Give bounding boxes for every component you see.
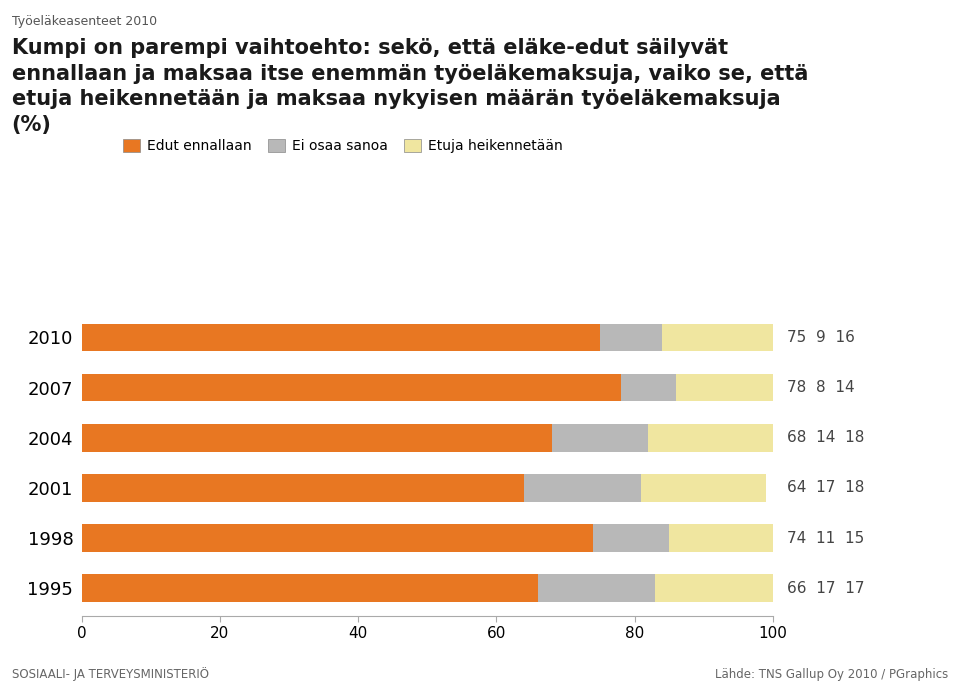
Bar: [82, 424, 552, 452]
Bar: [669, 524, 773, 552]
Bar: [600, 324, 662, 351]
Text: Lähde: TNS Gallup Oy 2010 / PGraphics: Lähde: TNS Gallup Oy 2010 / PGraphics: [715, 667, 948, 681]
Bar: [538, 574, 656, 602]
Bar: [656, 574, 773, 602]
Bar: [82, 574, 538, 602]
Bar: [621, 374, 676, 402]
Bar: [82, 374, 621, 402]
Bar: [82, 524, 593, 552]
Text: SOSIAALI- JA TERVEYSMINISTERIÖ: SOSIAALI- JA TERVEYSMINISTERIÖ: [12, 667, 208, 681]
Bar: [82, 324, 600, 351]
Text: 74  11  15: 74 11 15: [786, 530, 864, 546]
Bar: [676, 374, 773, 402]
Bar: [648, 424, 773, 452]
Text: Kumpi on parempi vaihtoehto: sekö, että eläke-edut säilyvät
ennallaan ja maksaa : Kumpi on parempi vaihtoehto: sekö, että …: [12, 38, 808, 135]
Text: 78  8  14: 78 8 14: [786, 380, 854, 395]
Bar: [641, 474, 766, 502]
Text: 64  17  18: 64 17 18: [786, 480, 864, 496]
Text: 68  14  18: 68 14 18: [786, 430, 864, 445]
Bar: [552, 424, 648, 452]
Text: 75  9  16: 75 9 16: [786, 330, 854, 345]
Bar: [524, 474, 641, 502]
Text: Työeläkeasenteet 2010: Työeläkeasenteet 2010: [12, 15, 156, 29]
Legend: Edut ennallaan, Ei osaa sanoa, Etuja heikennetään: Edut ennallaan, Ei osaa sanoa, Etuja hei…: [123, 139, 563, 153]
Bar: [593, 524, 669, 552]
Bar: [662, 324, 773, 351]
Bar: [82, 474, 524, 502]
Text: 66  17  17: 66 17 17: [786, 580, 864, 596]
